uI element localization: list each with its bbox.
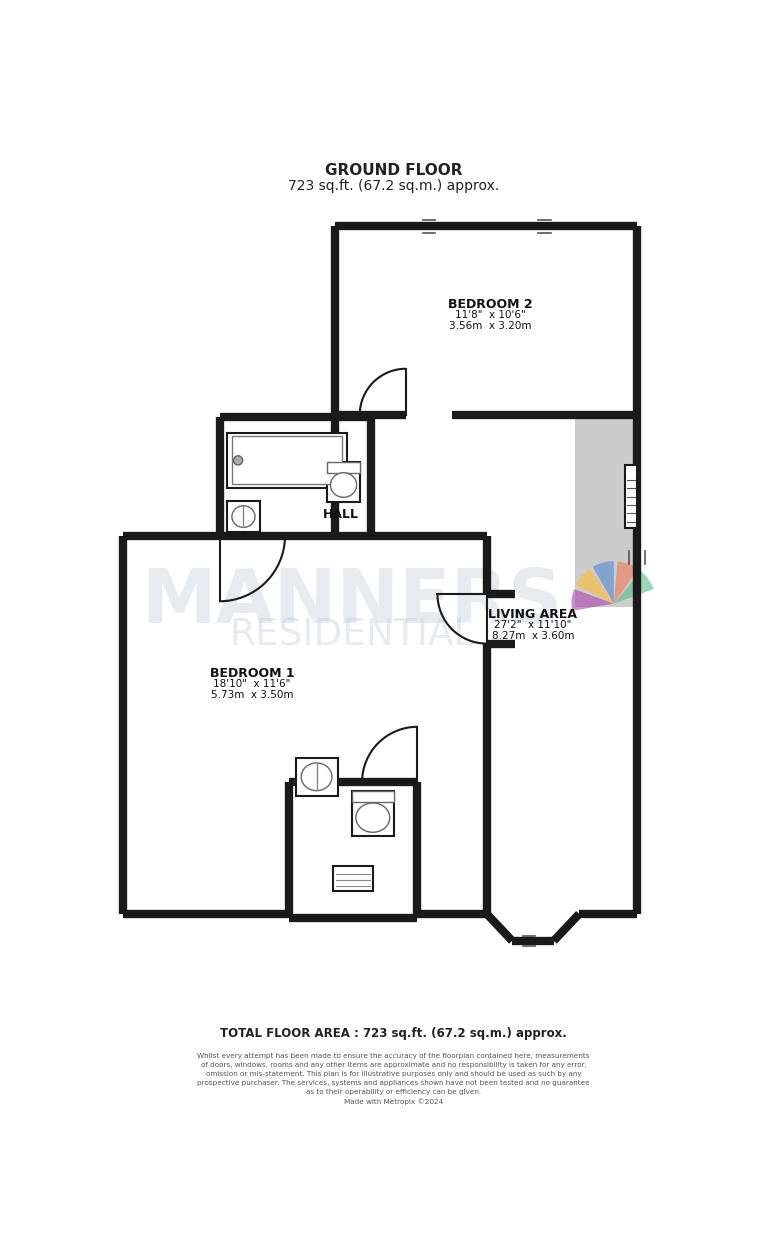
Text: BEDROOM 2: BEDROOM 2 xyxy=(449,297,533,311)
Bar xyxy=(575,476,637,607)
Text: RESIDENTIAL: RESIDENTIAL xyxy=(230,618,475,654)
Ellipse shape xyxy=(233,455,243,465)
Text: GROUND FLOOR: GROUND FLOOR xyxy=(325,163,462,178)
Bar xyxy=(296,758,338,796)
Bar xyxy=(327,462,359,473)
Wedge shape xyxy=(614,561,638,603)
Wedge shape xyxy=(614,571,654,603)
Text: 27'2"  x 11'10": 27'2" x 11'10" xyxy=(495,621,571,631)
Text: 8.27m  x 3.60m: 8.27m x 3.60m xyxy=(492,631,574,641)
Bar xyxy=(625,465,637,529)
Text: 723 sq.ft. (67.2 sq.m.) approx.: 723 sq.ft. (67.2 sq.m.) approx. xyxy=(288,179,499,193)
Bar xyxy=(352,791,395,836)
Text: MANNERS: MANNERS xyxy=(141,566,563,638)
Bar xyxy=(227,433,346,488)
Bar xyxy=(352,791,395,802)
Wedge shape xyxy=(593,561,614,603)
Text: BEDROOM 1: BEDROOM 1 xyxy=(210,667,294,680)
Bar xyxy=(327,462,359,501)
Ellipse shape xyxy=(356,804,389,832)
Bar xyxy=(333,866,372,891)
Text: Whilst every attempt has been made to ensure the accuracy of the floorplan conta: Whilst every attempt has been made to en… xyxy=(197,1054,590,1106)
Wedge shape xyxy=(575,569,614,603)
Text: TOTAL FLOOR AREA : 723 sq.ft. (67.2 sq.m.) approx.: TOTAL FLOOR AREA : 723 sq.ft. (67.2 sq.m… xyxy=(220,1026,567,1040)
Text: HALL: HALL xyxy=(323,508,359,521)
Ellipse shape xyxy=(232,506,255,527)
Text: 3.56m  x 3.20m: 3.56m x 3.20m xyxy=(449,321,532,331)
Text: 18'10"  x 11'6": 18'10" x 11'6" xyxy=(214,679,290,689)
Bar xyxy=(227,501,260,532)
Text: 11'8"  x 10'6": 11'8" x 10'6" xyxy=(455,310,526,320)
Bar xyxy=(575,415,637,476)
Ellipse shape xyxy=(301,763,332,791)
Text: 5.73m  x 3.50m: 5.73m x 3.50m xyxy=(210,690,293,700)
Wedge shape xyxy=(571,590,614,611)
Text: LIVING AREA: LIVING AREA xyxy=(488,608,578,621)
Ellipse shape xyxy=(330,473,356,498)
Bar xyxy=(232,437,342,484)
